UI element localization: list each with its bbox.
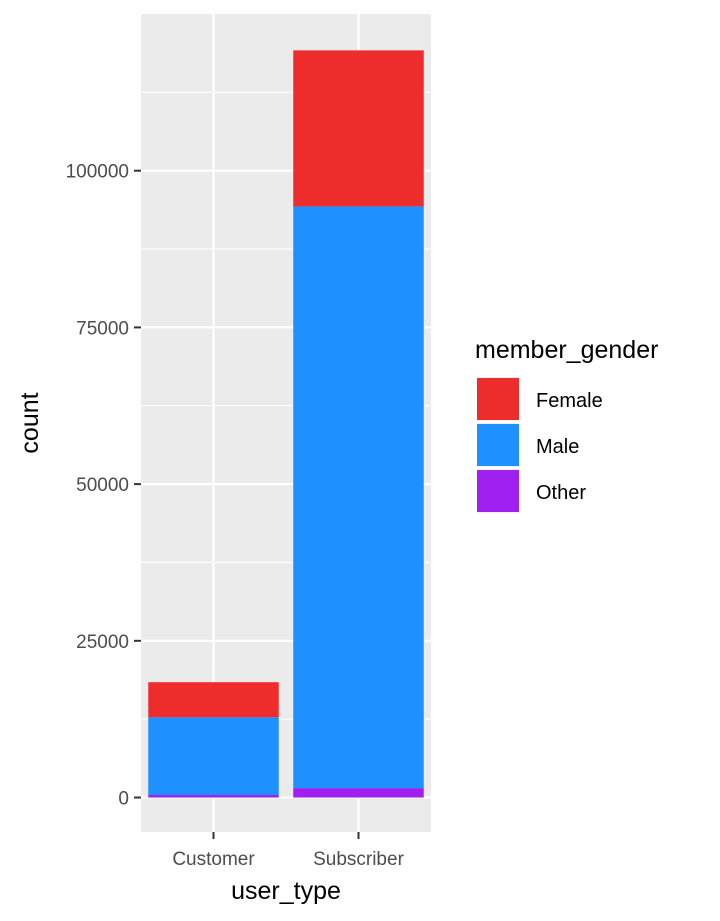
bar-other-subscriber [293,788,424,798]
legend-label-male: Male [536,436,579,458]
bar-male-subscriber [293,206,424,789]
x-axis: Customer Subscriber [172,832,405,870]
y-axis-title: count [16,392,44,453]
y-axis: 0 25000 50000 75000 100000 [66,162,141,810]
legend-swatch-male [477,424,519,466]
legend-label-female: Female [536,390,603,412]
bar-female-customer [148,682,279,718]
bars [148,50,424,798]
y-tick-label: 0 [118,789,129,810]
bar-other-customer [148,795,279,798]
legend-swatch-other [477,470,519,512]
legend: member_gender Female Male Other [475,336,658,513]
y-tick-label: 100000 [66,162,129,183]
legend-swatch-female [477,378,519,420]
x-tick-label: Subscriber [313,849,404,870]
legend-label-other: Other [536,482,586,504]
bar-female-subscriber [293,50,424,207]
y-tick-label: 75000 [76,318,129,339]
bar-male-customer [148,717,279,796]
x-axis-title: user_type [231,877,341,905]
y-tick-label: 50000 [76,475,129,496]
y-tick-label: 25000 [76,632,129,653]
legend-title: member_gender [475,336,658,364]
x-tick-label: Customer [172,849,255,870]
